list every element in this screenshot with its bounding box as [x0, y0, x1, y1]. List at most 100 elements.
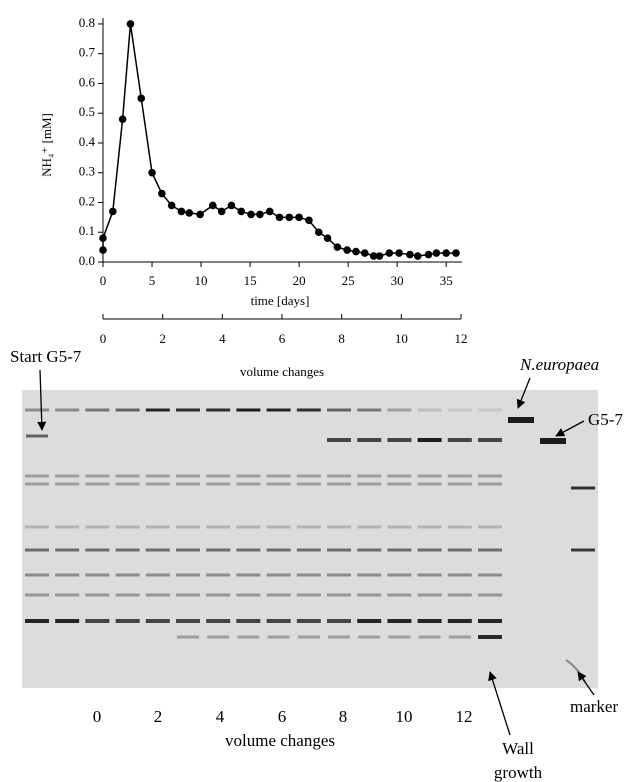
data-point [323, 234, 332, 242]
lane-label: 4 [216, 707, 225, 726]
x-axis-label: time [days] [251, 293, 310, 308]
gel-band [266, 593, 291, 597]
gel-band [237, 635, 260, 639]
gel-band [357, 593, 382, 597]
data-point [352, 247, 360, 256]
gel-band [571, 548, 595, 552]
gel-band [478, 635, 502, 639]
gel-band [418, 635, 441, 639]
data-point [375, 252, 384, 260]
gel-band [176, 573, 200, 577]
gel-band [447, 525, 472, 529]
lane-label: 10 [396, 707, 413, 726]
y-tick-label: 0.5 [79, 104, 95, 119]
gel-band [55, 525, 80, 529]
gel-band [236, 525, 261, 529]
data-point [185, 209, 194, 217]
x-tick-label: 30 [391, 273, 404, 288]
gel-band [145, 482, 170, 486]
gel-band [25, 593, 49, 597]
gel-band [387, 482, 412, 486]
gel-band [447, 548, 472, 552]
gel-band [25, 619, 49, 623]
gel-band [115, 408, 140, 412]
data-point [99, 246, 107, 254]
arrow [516, 377, 531, 409]
data-point [177, 207, 186, 216]
arrow [488, 671, 511, 736]
line-plot: 0.00.10.20.30.40.50.60.70.80 5 10 15 20 25 30 3… [79, 15, 468, 346]
gel-band [478, 593, 502, 597]
y-tick-label: 0.6 [79, 74, 96, 89]
x-tick-label: 25 [342, 273, 355, 288]
gel-band [296, 525, 321, 529]
gel-band [25, 408, 49, 412]
x2-tick-label: 10 [395, 331, 408, 346]
lane-label: 6 [278, 707, 287, 726]
gel-band [115, 573, 140, 577]
gel-band [145, 408, 170, 412]
wall-label: growth [494, 763, 543, 782]
gel-band [478, 548, 502, 552]
x2-axis-label: volume changes [240, 364, 324, 379]
gel-band [327, 573, 351, 577]
x2-tick-label: 12 [455, 331, 468, 346]
gel-band [55, 474, 80, 478]
y-axis-label: NH₄⁺ [mM] [39, 113, 54, 177]
data-point [385, 249, 394, 257]
gel-band [176, 593, 200, 597]
gel-band [145, 619, 170, 623]
gel-band [296, 619, 321, 623]
gel-band [447, 482, 472, 486]
gel-band [25, 482, 49, 486]
data-point [118, 115, 127, 123]
gel-band [236, 593, 261, 597]
y-tick-label: 0.8 [79, 15, 95, 30]
gel-band [478, 573, 502, 577]
gel-band [357, 619, 382, 623]
gel-band [206, 525, 231, 529]
x2-tick-label: 2 [159, 331, 166, 346]
arrow [555, 420, 585, 437]
gel-band [387, 438, 412, 442]
data-point [395, 249, 403, 257]
y-tick-label: 0.0 [79, 253, 95, 268]
data-point [413, 252, 422, 260]
data-point [158, 189, 166, 198]
gel-band [25, 573, 49, 577]
x2-tick-label: 6 [279, 331, 286, 346]
gel-band [85, 525, 110, 529]
gel-band [266, 482, 291, 486]
gel-band [417, 593, 442, 597]
gel-band [266, 548, 291, 552]
data-point [99, 234, 107, 242]
data-point [295, 213, 303, 222]
data-point [452, 249, 460, 257]
gel-band [25, 525, 49, 529]
data-point [361, 249, 369, 257]
marker-label: marker [570, 697, 618, 716]
gel-band [417, 474, 442, 478]
gel-band [417, 482, 442, 486]
gel-band [115, 474, 140, 478]
gel-band [236, 408, 261, 412]
y-tick-label: 0.1 [79, 223, 95, 238]
lane-label: 12 [456, 707, 473, 726]
gel-band [417, 408, 442, 412]
gel-band [206, 482, 231, 486]
gel-band [55, 482, 80, 486]
gel-band [55, 408, 80, 412]
gel-band [327, 525, 351, 529]
lane-label: 0 [93, 707, 102, 726]
g57-label: G5-7 [588, 410, 623, 429]
wall-label: Wall [502, 739, 534, 758]
gel-band [266, 525, 291, 529]
gel-band [357, 474, 382, 478]
gel-band [478, 408, 502, 412]
gel-band [176, 408, 200, 412]
gel-band [145, 474, 170, 478]
gel-band [478, 525, 502, 529]
gel-band [236, 548, 261, 552]
data-point [424, 250, 433, 259]
data-point [196, 210, 204, 219]
